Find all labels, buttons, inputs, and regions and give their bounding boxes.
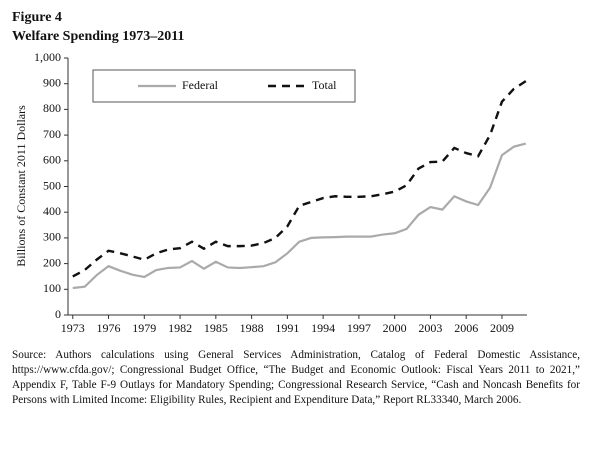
y-tick-label: 700: [43, 127, 61, 141]
x-tick-label: 1973: [61, 321, 85, 335]
legend-label: Total: [312, 78, 337, 92]
x-tick-label: 1988: [240, 321, 264, 335]
x-tick-label: 2006: [454, 321, 478, 335]
y-axis-label: Billions of Constant 2011 Dollars: [14, 105, 28, 267]
chart-subtitle: Welfare Spending 1973–2011: [12, 29, 184, 44]
y-tick-label: 200: [43, 255, 61, 269]
y-tick-label: 0: [55, 307, 61, 321]
legend-label: Federal: [182, 78, 219, 92]
x-tick-label: 1979: [132, 321, 156, 335]
x-tick-label: 1997: [347, 321, 371, 335]
series-line: [72, 80, 527, 278]
x-tick-label: 1994: [311, 321, 335, 335]
x-tick-label: 2000: [383, 321, 407, 335]
y-tick-label: 800: [43, 101, 61, 115]
x-tick-label: 1991: [275, 321, 299, 335]
x-tick-label: 2009: [490, 321, 514, 335]
y-tick-label: 300: [43, 230, 61, 244]
y-tick-label: 100: [43, 281, 61, 295]
x-tick-label: 2003: [418, 321, 442, 335]
y-tick-label: 500: [43, 178, 61, 192]
x-tick-label: 1985: [204, 321, 228, 335]
x-tick-label: 1976: [97, 321, 121, 335]
y-tick-label: 900: [43, 75, 61, 89]
legend-box: [92, 69, 356, 103]
chart: Figure 4 Welfare Spending 1973–2011 Bill…: [12, 10, 527, 335]
y-tick-label: 600: [43, 153, 61, 167]
x-tick-label: 1982: [168, 321, 192, 335]
y-tick-label: 400: [43, 204, 61, 218]
source-note: Source: Authors calculations using Gener…: [12, 349, 580, 406]
series-line: [72, 142, 527, 290]
chart-title: Figure 4: [12, 10, 62, 25]
y-tick-label: 1,000: [34, 50, 61, 64]
